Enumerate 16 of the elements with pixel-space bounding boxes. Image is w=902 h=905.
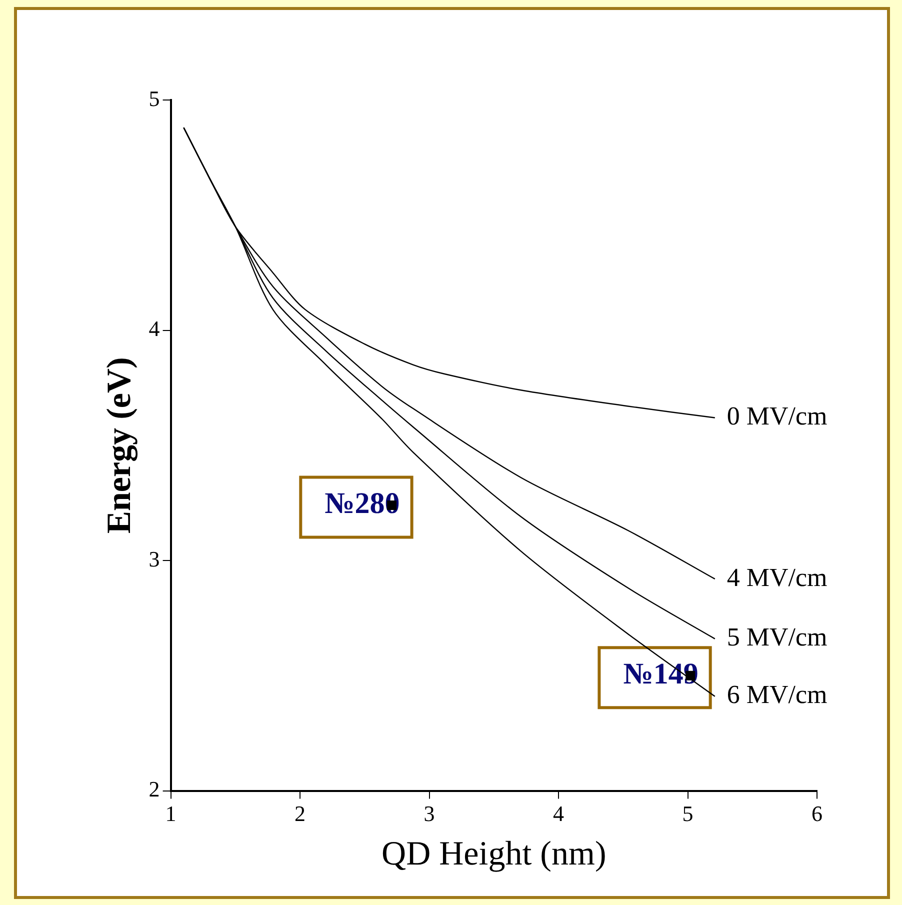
x-tick-label: 2 <box>294 800 306 826</box>
y-tick-label: 2 <box>148 776 160 802</box>
y-tick-label: 4 <box>148 316 160 342</box>
series-label: 4 MV/cm <box>726 562 828 592</box>
x-tick-label: 4 <box>553 800 564 826</box>
y-tick-label: 3 <box>148 546 160 572</box>
x-axis-title: QD Height (nm) <box>382 836 606 873</box>
x-tick-label: 6 <box>812 800 822 826</box>
series-label: 5 MV/cm <box>726 622 828 652</box>
y-axis-title: Energy (eV) <box>101 357 138 534</box>
y-tick-label: 5 <box>148 86 160 111</box>
x-tick-label: 5 <box>682 800 694 826</box>
series-label: 0 MV/cm <box>726 402 828 431</box>
x-tick-label: 1 <box>165 800 176 826</box>
series-label: 6 MV/cm <box>726 680 828 710</box>
x-tick-label: 3 <box>424 800 435 826</box>
